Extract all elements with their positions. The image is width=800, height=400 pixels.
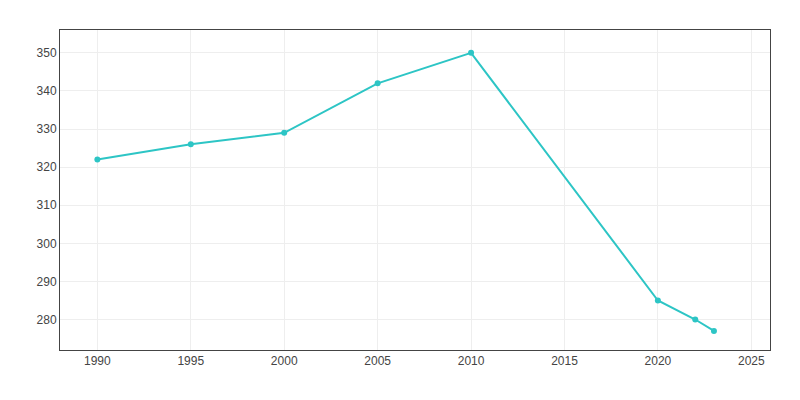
svg-text:2025: 2025 [738, 354, 765, 368]
svg-text:340: 340 [37, 84, 57, 98]
svg-text:330: 330 [37, 122, 57, 136]
svg-text:2020: 2020 [645, 354, 672, 368]
svg-text:300: 300 [37, 237, 57, 251]
svg-text:1995: 1995 [177, 354, 204, 368]
svg-text:280: 280 [37, 313, 57, 327]
svg-text:2000: 2000 [271, 354, 298, 368]
svg-text:2015: 2015 [551, 354, 578, 368]
svg-text:290: 290 [37, 275, 57, 289]
svg-text:350: 350 [37, 46, 57, 60]
svg-text:2010: 2010 [458, 354, 485, 368]
svg-text:2005: 2005 [364, 354, 391, 368]
svg-text:320: 320 [37, 160, 57, 174]
svg-text:1990: 1990 [84, 354, 111, 368]
svg-text:310: 310 [37, 198, 57, 212]
